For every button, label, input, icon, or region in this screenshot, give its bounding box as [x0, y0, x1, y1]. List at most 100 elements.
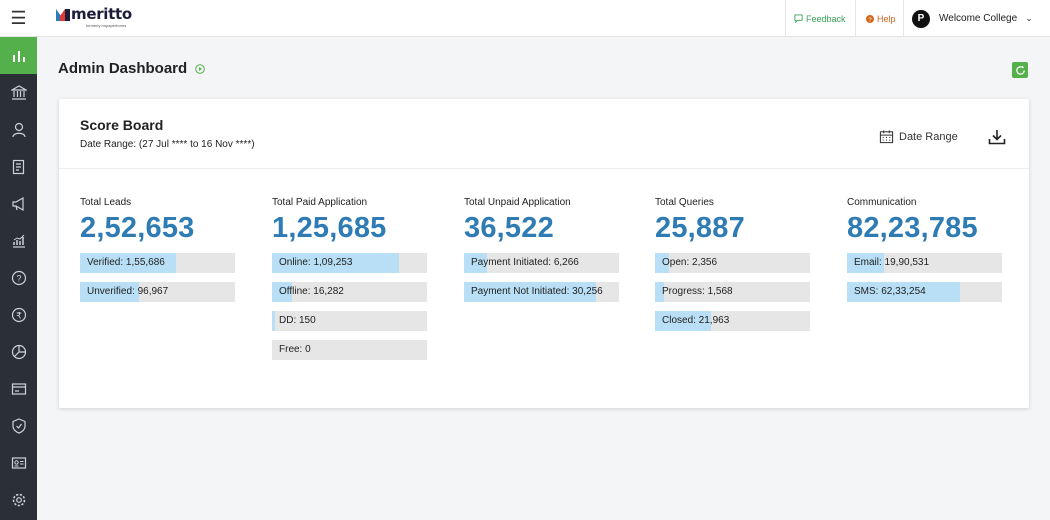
brand-subtitle: formerly nopaperforms	[86, 23, 127, 28]
scoreboard-columns: Total Leads 2,52,653 Verified: 1,55,686 Unv…	[80, 197, 1010, 397]
sidebar-item-cards[interactable]	[0, 370, 37, 407]
breakdown-bar[interactable]: Offline: 16,282	[272, 282, 427, 302]
breakdown-bar-label: Free: 0	[279, 344, 311, 355]
svg-text:?: ?	[868, 17, 871, 23]
breakdown-bar[interactable]: Closed: 21,963	[655, 311, 810, 331]
question-icon: ?	[11, 270, 26, 285]
shield-icon	[11, 417, 26, 434]
breakdown-bar[interactable]: Progress: 1,568	[655, 282, 810, 302]
metric-breakdown: Open: 2,356 Progress: 1,568 Closed: 21,963	[655, 253, 811, 331]
breakdown-bar-fill	[655, 253, 669, 273]
scoreboard-title: Score Board	[80, 117, 164, 133]
help-icon: ?	[866, 14, 874, 23]
metric-breakdown: Verified: 1,55,686 Unverified: 96,967	[80, 253, 236, 302]
avatar: P	[912, 9, 930, 28]
breakdown-bar[interactable]: Unverified: 96,967	[80, 282, 235, 302]
breakdown-bar[interactable]: Open: 2,356	[655, 253, 810, 273]
metric-total: 25,887	[655, 212, 745, 244]
metric-label: Total Unpaid Application	[464, 197, 571, 208]
breakdown-bar-fill	[272, 282, 293, 302]
sidebar-item-dashboard[interactable]	[0, 37, 37, 74]
scoreboard-column: Total Leads 2,52,653 Verified: 1,55,686 Unv…	[80, 197, 236, 302]
sidebar-item-institution[interactable]	[0, 74, 37, 111]
id-card-icon	[11, 456, 26, 469]
play-icon[interactable]	[195, 63, 205, 74]
breakdown-bar[interactable]: DD: 150	[272, 311, 427, 331]
breakdown-bar-fill	[272, 311, 276, 331]
chat-icon	[794, 14, 803, 23]
user-menu[interactable]: P Welcome College ⌄	[912, 0, 1033, 37]
page-title-text: Admin Dashboard	[58, 60, 188, 77]
menu-icon[interactable]: ☰	[10, 8, 27, 28]
date-range-button-label: Date Range	[899, 130, 958, 143]
scoreboard-column: Total Queries 25,887 Open: 2,356 Progress: …	[655, 197, 811, 331]
sidebar-item-reports[interactable]	[0, 333, 37, 370]
sidebar-item-analytics[interactable]	[0, 222, 37, 259]
breakdown-bar[interactable]: Verified: 1,55,686	[80, 253, 235, 273]
breakdown-bar[interactable]: Payment Not Initiated: 30,256	[464, 282, 619, 302]
page-title: Admin Dashboard	[58, 60, 205, 77]
breakdown-bar-label: Closed: 21,963	[662, 315, 730, 326]
sidebar-item-forms[interactable]	[0, 148, 37, 185]
breakdown-bar-fill	[655, 311, 711, 331]
breakdown-bar-label: Verified: 1,55,686	[87, 257, 165, 268]
sidebar-item-profile[interactable]	[0, 444, 37, 481]
breakdown-bar-label: Progress: 1,568	[662, 286, 733, 297]
user-name: Welcome College	[939, 13, 1018, 24]
sidebar-item-payments[interactable]: ₹	[0, 296, 37, 333]
sidebar-item-queries[interactable]: ?	[0, 259, 37, 296]
breakdown-bar[interactable]: Payment Initiated: 6,266	[464, 253, 619, 273]
refresh-button[interactable]	[1012, 62, 1028, 78]
breakdown-bar-fill	[847, 253, 885, 273]
breakdown-bar-fill	[80, 282, 139, 302]
metric-total: 1,25,685	[272, 212, 387, 244]
metric-label: Total Paid Application	[272, 197, 368, 208]
breakdown-bar-fill	[655, 282, 665, 302]
breakdown-bar[interactable]: SMS: 62,33,254	[847, 282, 1002, 302]
breakdown-bar-label: Email: 19,90,531	[854, 257, 930, 268]
breakdown-bar[interactable]: Email: 19,90,531	[847, 253, 1002, 273]
metric-breakdown: Email: 19,90,531 SMS: 62,33,254	[847, 253, 1003, 302]
breakdown-bar-label: Unverified: 96,967	[87, 286, 169, 297]
card-icon	[11, 382, 26, 395]
svg-text:?: ?	[16, 273, 21, 283]
breakdown-bar-label: Online: 1,09,253	[279, 257, 353, 268]
download-button[interactable]	[988, 129, 1006, 150]
breakdown-bar-label: Open: 2,356	[662, 257, 718, 268]
breakdown-bar[interactable]: Free: 0	[272, 340, 427, 360]
metric-total: 2,52,653	[80, 212, 195, 244]
logo-mark-icon	[56, 8, 70, 21]
help-link[interactable]: ? Help	[866, 0, 896, 37]
rupee-icon: ₹	[11, 307, 26, 322]
scoreboard-date-range: Date Range: (27 Jul **** to 16 Nov ****)	[80, 139, 255, 150]
sidebar-item-settings[interactable]	[0, 481, 37, 518]
brand-name: meritto	[71, 5, 132, 23]
breakdown-bar-label: SMS: 62,33,254	[854, 286, 926, 297]
sidebar-item-users[interactable]	[0, 111, 37, 148]
date-range-button[interactable]: Date Range	[879, 129, 958, 144]
breakdown-bar-fill	[272, 253, 400, 273]
breakdown-bar-label: DD: 150	[279, 315, 316, 326]
sidebar-item-security[interactable]	[0, 407, 37, 444]
feedback-label: Feedback	[806, 13, 846, 24]
metric-label: Communication	[847, 197, 917, 208]
analytics-icon	[12, 234, 25, 248]
pie-chart-icon	[11, 344, 26, 359]
logo[interactable]: meritto formerly nopaperforms	[56, 7, 132, 28]
feedback-link[interactable]: Feedback	[794, 0, 846, 37]
scoreboard-header: Score Board Date Range: (27 Jul **** to …	[59, 99, 1029, 169]
metric-total: 36,522	[464, 212, 554, 244]
breakdown-bar-fill	[464, 253, 488, 273]
scoreboard-column: Communication 82,23,785 Email: 19,90,531 SM…	[847, 197, 1003, 302]
divider	[785, 0, 786, 37]
chevron-down-icon[interactable]: ⌄	[1025, 13, 1033, 23]
scoreboard-column: Total Unpaid Application 36,522 Payment In…	[464, 197, 620, 302]
sidebar-item-campaigns[interactable]	[0, 185, 37, 222]
help-label: Help	[877, 13, 896, 24]
breakdown-bar-fill	[464, 282, 596, 302]
user-icon	[11, 122, 26, 137]
bar-chart-icon	[12, 50, 25, 62]
breakdown-bar[interactable]: Online: 1,09,253	[272, 253, 427, 273]
top-bar: ☰ meritto formerly nopaperforms Feedback…	[0, 0, 1050, 37]
refresh-icon	[1015, 65, 1025, 75]
